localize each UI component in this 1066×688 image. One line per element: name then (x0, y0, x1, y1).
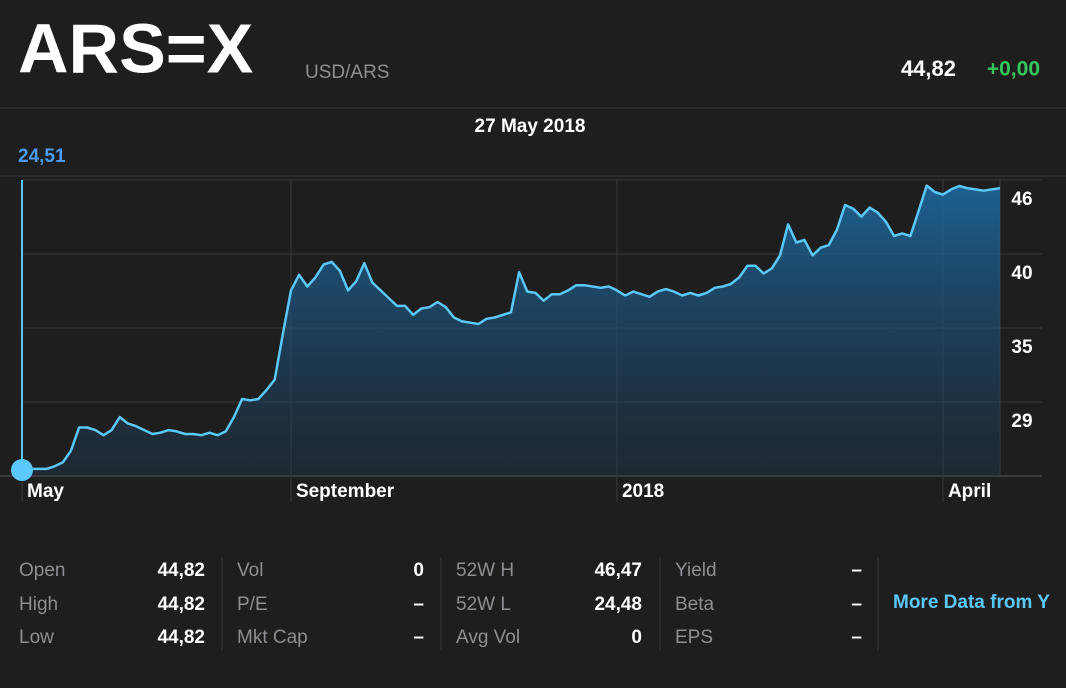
pair-name: USD/ARS (305, 62, 389, 83)
stat-value: 24,48 (594, 594, 642, 615)
stat-value: 46,47 (594, 560, 642, 581)
x-tick-label: May (27, 481, 64, 502)
stat-label: 52W H (456, 560, 514, 581)
stats-table: Open 44,82 High 44,82 Low 44,82 Vol 0 P/E – Mkt Ca… (19, 557, 879, 650)
y-tick-label: 29 (1011, 411, 1032, 432)
stat-value: – (851, 594, 862, 615)
stat-value: 0 (413, 560, 424, 581)
change: +0,00 (987, 58, 1040, 81)
stat-label: P/E (237, 594, 268, 615)
stat-value: – (413, 627, 424, 648)
stat-label: Mkt Cap (237, 627, 308, 648)
stat-value: 44,82 (157, 627, 205, 648)
stat-label: EPS (675, 627, 713, 648)
x-tick-label: September (296, 481, 395, 502)
stat-label: Low (19, 627, 54, 648)
stat-value: – (851, 560, 862, 581)
x-tick-label: 2018 (622, 481, 664, 502)
x-tick-label: April (948, 481, 991, 502)
stat-label: Beta (675, 594, 715, 615)
stat-value: 44,82 (157, 594, 205, 615)
stat-label: Avg Vol (456, 627, 520, 648)
stat-label: High (19, 594, 58, 615)
stat-label: Open (19, 560, 65, 581)
stat-value: 44,82 (157, 560, 205, 581)
cursor-date: 27 May 2018 (475, 116, 586, 137)
area (22, 185, 1000, 476)
y-tick-label: 35 (1011, 337, 1033, 358)
stat-value: – (413, 594, 424, 615)
more-data-link[interactable]: More Data from Y (893, 592, 1050, 613)
y-tick-label: 46 (1011, 189, 1032, 210)
stat-label: Yield (675, 560, 717, 581)
cursor-value: 24,51 (18, 146, 66, 167)
cursor-dot (11, 459, 33, 482)
chart: 46 40 35 29 May September 2018 April (0, 179, 1042, 502)
y-tick-label: 40 (1011, 263, 1032, 284)
price-line (21, 184, 1001, 472)
stat-value: – (851, 627, 862, 648)
stat-label: 52W L (456, 594, 511, 615)
stat-value: 0 (631, 627, 642, 648)
symbol: ARS=X (18, 9, 254, 87)
price: 44,82 (901, 56, 956, 81)
stat-label: Vol (237, 560, 263, 581)
